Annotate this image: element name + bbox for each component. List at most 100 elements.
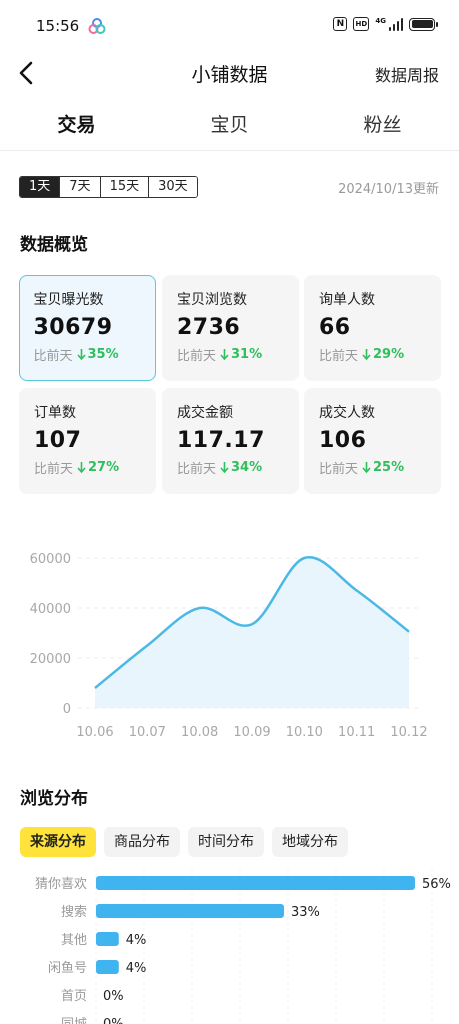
metric-value: 30679	[33, 314, 113, 340]
tab-product-distribution[interactable]: 商品分布	[104, 827, 180, 857]
metric-card-inquiries[interactable]: 询单人数 66 比前天 29%	[304, 275, 441, 381]
metric-compare: 比前天 27%	[34, 458, 156, 477]
tab-fans[interactable]: 粉丝	[306, 104, 459, 148]
metric-compare: 比前天 25%	[319, 458, 441, 477]
metric-delta: 34%	[231, 460, 263, 475]
period-15-day-button[interactable]: 15天	[99, 177, 149, 197]
category-label: 其他	[61, 933, 87, 948]
tab-time-distribution[interactable]: 时间分布	[188, 827, 264, 857]
metric-label: 订单数	[34, 405, 76, 421]
metric-label: 宝贝曝光数	[33, 291, 104, 308]
nav-bar: 小铺数据 数据周报	[0, 52, 459, 96]
category-label: 搜索	[61, 905, 87, 920]
value-label: 33%	[291, 905, 320, 920]
metric-value: 106	[319, 428, 367, 453]
x-tick-label: 10.08	[181, 725, 218, 740]
tab-region-distribution[interactable]: 地域分布	[272, 827, 348, 857]
period-1-day-button[interactable]: 1天	[20, 177, 60, 197]
period-30-day-button[interactable]: 30天	[148, 177, 197, 197]
signal-icon: 4G	[375, 17, 403, 31]
bar	[96, 932, 119, 946]
compare-label: 比前天	[177, 349, 217, 364]
down-arrow-icon	[362, 462, 371, 473]
tab-trade[interactable]: 交易	[0, 104, 153, 148]
series-area	[95, 557, 409, 708]
compare-label: 比前天	[319, 462, 359, 477]
metric-label: 成交人数	[319, 405, 375, 421]
down-arrow-icon	[362, 349, 371, 360]
y-tick-label: 20000	[30, 652, 71, 667]
app-notification-icon	[88, 18, 106, 34]
down-arrow-icon	[220, 349, 229, 360]
tab-label: 交易	[57, 114, 96, 136]
metric-delta: 25%	[373, 460, 405, 475]
page-title: 小铺数据	[191, 64, 268, 86]
update-timestamp: 2024/10/13更新	[338, 182, 439, 197]
x-tick-label: 10.11	[338, 725, 375, 740]
status-icons: N HD 4G	[333, 17, 438, 31]
metric-compare: 比前天 34%	[177, 458, 299, 477]
category-label: 同城	[61, 1017, 87, 1024]
status-time: 15:56	[36, 17, 80, 35]
category-label: 闲鱼号	[48, 960, 87, 976]
down-arrow-icon	[77, 462, 86, 473]
metric-value: 117.17	[177, 428, 265, 453]
period-selector: 1天 7天 15天 30天	[19, 176, 198, 198]
tab-items[interactable]: 宝贝	[153, 104, 306, 148]
metric-delta: 31%	[231, 347, 263, 362]
tab-source-distribution[interactable]: 来源分布	[20, 827, 96, 857]
value-label: 56%	[422, 877, 451, 892]
metric-card-exposure[interactable]: 宝贝曝光数 30679 比前天 35%	[19, 275, 156, 381]
divider	[0, 150, 459, 151]
source-distribution-chart: 猜你喜欢 56% 搜索 33% 其他 4% 闲鱼号 4% 首页 0% 同城 0%	[35, 868, 451, 1024]
hd-icon: HD	[353, 17, 370, 31]
metric-compare: 比前天 29%	[319, 345, 441, 364]
metric-label: 宝贝浏览数	[177, 292, 247, 308]
x-tick-label: 10.09	[233, 725, 270, 740]
metric-card-orders[interactable]: 订单数 107 比前天 27%	[19, 388, 156, 494]
tab-label: 宝贝	[210, 114, 249, 136]
compare-label: 比前天	[33, 348, 73, 364]
y-tick-label: 40000	[30, 602, 71, 617]
compare-label: 比前天	[177, 462, 217, 477]
metric-card-gmv[interactable]: 成交金额 117.17 比前天 34%	[162, 388, 299, 494]
status-bar: 15:56 N HD 4G	[0, 0, 459, 52]
y-tick-label: 0	[63, 702, 71, 717]
metric-value: 2736	[177, 315, 241, 340]
metric-delta: 35%	[87, 346, 119, 362]
metric-label: 询单人数	[319, 292, 375, 308]
weekly-report-link[interactable]: 数据周报	[374, 66, 439, 85]
metric-card-buyers[interactable]: 成交人数 106 比前天 25%	[304, 388, 441, 494]
battery-icon	[409, 17, 438, 31]
x-tick-label: 10.06	[76, 725, 113, 740]
metric-card-views[interactable]: 宝贝浏览数 2736 比前天 31%	[162, 275, 299, 381]
compare-label: 比前天	[34, 462, 74, 477]
distribution-tabs: 来源分布 商品分布 时间分布 地域分布	[20, 827, 348, 857]
metric-compare: 比前天 31%	[177, 345, 299, 364]
metric-label: 成交金额	[177, 405, 233, 421]
metric-delta: 27%	[88, 460, 120, 475]
value-label: 0%	[103, 989, 124, 1004]
metric-value: 107	[34, 428, 82, 453]
category-label: 猜你喜欢	[35, 877, 87, 892]
value-label: 4%	[126, 961, 147, 976]
metric-value: 66	[319, 315, 351, 340]
nfc-icon: N	[333, 17, 348, 31]
value-label: 0%	[103, 1017, 124, 1024]
down-arrow-icon	[76, 348, 86, 360]
metric-delta: 29%	[373, 347, 405, 362]
tab-label: 粉丝	[363, 114, 402, 136]
distribution-title: 浏览分布	[20, 789, 88, 809]
metric-compare: 比前天 35%	[34, 345, 156, 364]
bar	[96, 876, 415, 890]
period-7-day-button[interactable]: 7天	[59, 177, 100, 197]
x-tick-label: 10.12	[390, 725, 427, 740]
bar	[96, 960, 119, 974]
back-arrow-icon[interactable]	[16, 60, 38, 86]
bar	[96, 904, 284, 918]
x-tick-label: 10.10	[286, 725, 323, 740]
y-tick-label: 60000	[30, 552, 71, 567]
down-arrow-icon	[220, 462, 229, 473]
main-tabs: 交易 宝贝 粉丝	[0, 104, 459, 148]
x-tick-label: 10.07	[129, 725, 166, 740]
